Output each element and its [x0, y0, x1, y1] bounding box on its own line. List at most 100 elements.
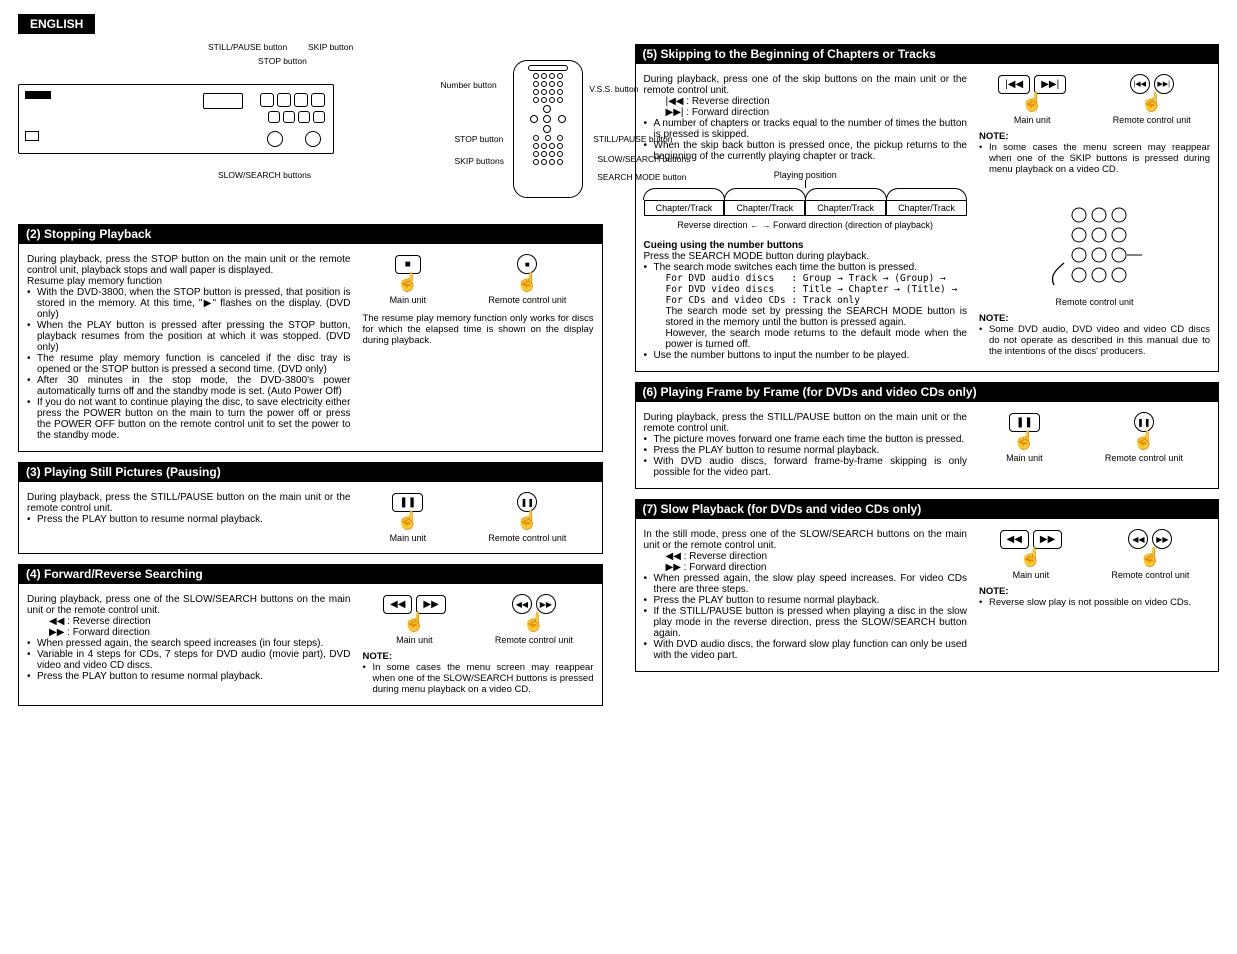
s6-item: The picture moves forward one frame each… — [644, 434, 967, 445]
section-6-body: During playback, press the STILL/PAUSE b… — [635, 402, 1220, 489]
label-stop: STOP button — [258, 56, 307, 66]
hand-icon: ☝ — [1020, 547, 1042, 568]
s5-note1: In some cases the menu screen may reappe… — [979, 142, 1210, 175]
cue-p2: The search mode set by pressing the SEAR… — [644, 306, 967, 328]
page-columns: STILL/PAUSE button SKIP button STOP butt… — [18, 44, 1219, 706]
s7-item: With DVD audio discs, the forward slow p… — [644, 639, 967, 661]
note-label: NOTE: — [979, 313, 1210, 324]
cue-b2: Use the number buttons to input the numb… — [644, 350, 967, 361]
s7-item: If the STILL/PAUSE button is pressed whe… — [644, 606, 967, 639]
track-cell: Chapter/Track — [724, 200, 805, 216]
note-label: NOTE: — [979, 586, 1210, 597]
s4-intro: During playback, press one of the SLOW/S… — [27, 594, 350, 616]
section-3-header: (3) Playing Still Pictures (Pausing) — [18, 462, 603, 482]
s7-note: Reverse slow play is not possible on vid… — [979, 597, 1210, 608]
s7-rev: ◀◀ : Reverse direction — [644, 551, 967, 562]
cue-row: For DVD video discs : Title → Chapter → … — [644, 284, 967, 295]
s5-intro: During playback, press one of the skip b… — [644, 74, 967, 96]
cue-l1: Press the SEARCH MODE button during play… — [644, 251, 967, 262]
hand-icon: ☝ — [523, 612, 545, 633]
caption-main: Main unit — [1014, 115, 1051, 125]
label-skip: SKIP button — [308, 42, 353, 52]
hand-icon: ☝ — [1141, 92, 1163, 113]
caption-remote: Remote control unit — [488, 533, 566, 543]
caption-remote: Remote control unit — [1113, 115, 1191, 125]
caption-main: Main unit — [396, 635, 433, 645]
caption-main: Main unit — [390, 533, 427, 543]
track-diagram: Playing position Chapter/Track Chapter/T… — [644, 170, 967, 230]
section-5-header: (5) Skipping to the Beginning of Chapter… — [635, 44, 1220, 64]
note-label: NOTE: — [979, 131, 1210, 142]
s2-item: After 30 minutes in the stop mode, the D… — [27, 375, 350, 397]
caption-remote: Remote control unit — [1105, 453, 1183, 463]
hand-icon: ☝ — [1013, 430, 1035, 451]
s2-item: The resume play memory function is cance… — [27, 353, 350, 375]
s5-item: A number of chapters or tracks equal to … — [644, 118, 967, 140]
section-7-header: (7) Slow Playback (for DVDs and video CD… — [635, 499, 1220, 519]
s5-fwd: ▶▶| : Forward direction — [644, 107, 967, 118]
s7-fwd: ▶▶ : Forward direction — [644, 562, 967, 573]
caption-main: Main unit — [390, 295, 427, 305]
s2-intro: During playback, press the STOP button o… — [27, 254, 350, 276]
s5-rev: |◀◀ : Reverse direction — [644, 96, 967, 107]
cue-head: Cueing using the number buttons — [644, 240, 967, 251]
caption-remote: Remote control unit — [979, 297, 1210, 307]
s2-sub: Resume play memory function — [27, 276, 350, 287]
s3-intro: During playback, press the STILL/PAUSE b… — [27, 492, 350, 514]
s2-side-note: The resume play memory function only wor… — [362, 313, 593, 346]
cue-row: For CDs and video CDs : Track only — [644, 295, 967, 306]
section-6-header: (6) Playing Frame by Frame (for DVDs and… — [635, 382, 1220, 402]
s4-fwd: ▶▶ : Forward direction — [27, 627, 350, 638]
hand-icon: ☝ — [1133, 430, 1155, 451]
s5-item: When the skip back button is pressed onc… — [644, 140, 967, 162]
track-cell: Chapter/Track — [644, 200, 725, 216]
s6-item: With DVD audio discs, forward frame-by-f… — [644, 456, 967, 478]
number-pad-diagram — [1024, 203, 1164, 293]
caption-remote: Remote control unit — [488, 295, 566, 305]
section-3-body: During playback, press the STILL/PAUSE b… — [18, 482, 603, 554]
hand-icon: ☝ — [403, 612, 425, 633]
skip-back-icon: |◀◀ — [1130, 74, 1150, 94]
cue-b1: The search mode switches each time the b… — [644, 262, 967, 273]
s7-intro: In the still mode, press one of the SLOW… — [644, 529, 967, 551]
label-still-pause: STILL/PAUSE button — [208, 42, 287, 52]
cue-p3: However, the search mode returns to the … — [644, 328, 967, 350]
s2-item: If you do not want to continue playing t… — [27, 397, 350, 441]
fwd-search-icon: ▶▶ — [536, 594, 556, 614]
caption-main: Main unit — [1006, 453, 1043, 463]
label-vss: V.S.S. button — [589, 84, 638, 94]
hand-icon: ☝ — [516, 510, 538, 531]
playpos-label: Playing position — [644, 170, 967, 180]
s4-item: When pressed again, the search speed inc… — [27, 638, 350, 649]
section-2-body: During playback, press the STOP button o… — [18, 244, 603, 452]
left-column: STILL/PAUSE button SKIP button STOP butt… — [18, 44, 603, 706]
s2-item: With the DVD-3800, when the STOP button … — [27, 287, 350, 320]
hand-icon: ☝ — [397, 272, 419, 293]
section-5-body: During playback, press one of the skip b… — [635, 64, 1220, 372]
track-cell: Chapter/Track — [886, 200, 967, 216]
label-stop-r: STOP button — [455, 134, 504, 144]
stop-button-icon: ■ — [517, 254, 537, 274]
pause-button-icon: ❚❚ — [1134, 412, 1154, 432]
note-label: NOTE: — [362, 651, 593, 662]
hand-icon: ☝ — [1139, 547, 1161, 568]
pause-button-icon: ❚❚ — [517, 492, 537, 512]
track-legend: Reverse direction ← → Forward direction … — [644, 220, 967, 230]
s5-note2: Some DVD audio, DVD video and video CD d… — [979, 324, 1210, 357]
s6-item: Press the PLAY button to resume normal p… — [644, 445, 967, 456]
s7-item: Press the PLAY button to resume normal p… — [644, 595, 967, 606]
s4-rev: ◀◀ : Reverse direction — [27, 616, 350, 627]
s7-item: When pressed again, the slow play speed … — [644, 573, 967, 595]
skip-fwd-icon: ▶▶| — [1154, 74, 1174, 94]
s3-item: Press the PLAY button to resume normal p… — [27, 514, 350, 525]
remote-diagram — [513, 60, 583, 198]
hand-icon: ☝ — [397, 510, 419, 531]
caption-remote: Remote control unit — [495, 635, 573, 645]
label-search-mode: SEARCH MODE button — [597, 172, 686, 182]
section-2-header: (2) Stopping Playback — [18, 224, 603, 244]
caption-main: Main unit — [1013, 570, 1050, 580]
section-4-header: (4) Forward/Reverse Searching — [18, 564, 603, 584]
track-cell: Chapter/Track — [805, 200, 886, 216]
label-number: Number button — [441, 80, 497, 90]
hand-icon: ☝ — [1021, 92, 1043, 113]
